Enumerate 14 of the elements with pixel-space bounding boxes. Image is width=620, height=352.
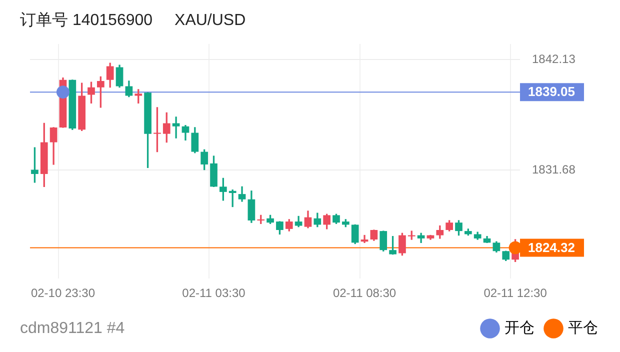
candlestick	[134, 89, 142, 104]
x-tick-label: 02-11 08:30	[332, 286, 396, 300]
text: cdm891121 #4	[20, 320, 125, 338]
x-tick-label: 02-11 03:30	[182, 286, 246, 300]
ref-line-label: 1839.05	[528, 84, 575, 100]
legend-label: 平仓	[568, 320, 598, 337]
x-tick-label: 02-11 12:30	[484, 286, 548, 300]
chart-subtitle: XAU/USD	[174, 12, 246, 29]
legend-label: 开仓	[504, 320, 534, 337]
ref-line-label: 1824.32	[528, 240, 575, 255]
x-tick-label: 02-10 23:30	[30, 286, 96, 300]
y-tick-label: 1831.68	[532, 162, 576, 176]
chart-title: 订单号 140156900	[20, 12, 153, 29]
y-tick-label: 1842.13	[532, 52, 576, 66]
